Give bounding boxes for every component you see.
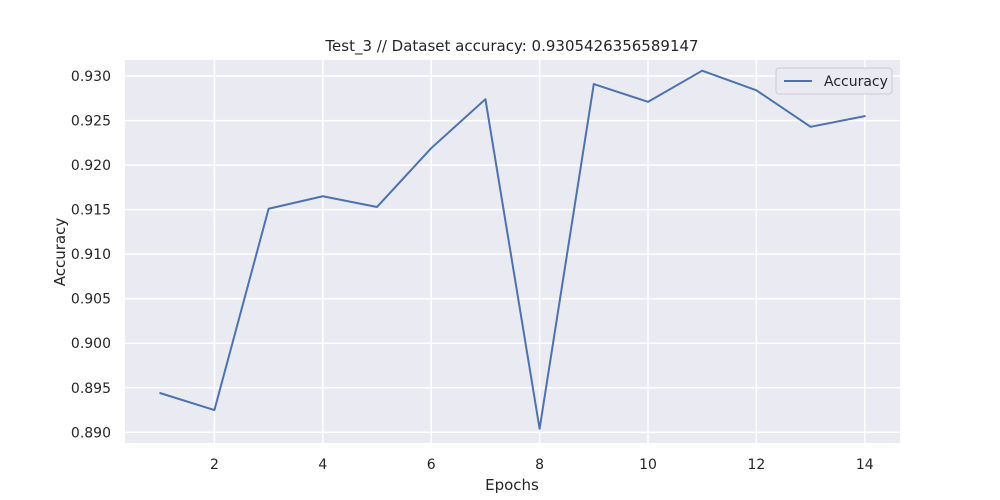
legend: Accuracy (775, 67, 893, 95)
y-tick-label-0.905: 0.905 (71, 292, 111, 308)
x-tick-label-10: 10 (639, 457, 657, 473)
x-tick-label-4: 4 (318, 457, 327, 473)
y-axis-tick-labels: 0.890 0.895 0.900 0.905 0.910 0.915 0.920 0.925… (71, 69, 111, 441)
chart-title: Test_3 // Dataset accuracy: 0.9305426356… (324, 37, 698, 56)
y-tick-label-0.900: 0.900 (71, 336, 111, 352)
x-tick-label-2: 2 (210, 457, 219, 473)
x-axis-tick-labels: 2 4 6 8 10 12 14 (210, 457, 874, 473)
y-axis-title: Accuracy (51, 218, 69, 287)
x-tick-label-8: 8 (535, 457, 544, 473)
x-axis-title: Epochs (485, 476, 539, 494)
y-tick-label-0.920: 0.920 (71, 158, 111, 174)
series-line-layer (159, 69, 866, 430)
y-tick-label-0.915: 0.915 (71, 203, 111, 219)
y-tick-label-0.910: 0.910 (71, 247, 111, 263)
y-tick-label-0.890: 0.890 (71, 425, 111, 441)
y-tick-label-0.895: 0.895 (71, 381, 111, 397)
plot-area-background (125, 60, 900, 443)
series-line-accuracy (159, 69, 866, 430)
y-tick-label-0.930: 0.930 (71, 69, 111, 85)
y-tick-label-0.925: 0.925 (71, 114, 111, 130)
grid-lines (125, 60, 900, 443)
x-tick-label-12: 12 (747, 457, 765, 473)
x-tick-label-6: 6 (427, 457, 436, 473)
legend-box (775, 67, 893, 95)
legend-series-label: Accuracy (824, 74, 888, 90)
x-tick-label-14: 14 (856, 457, 874, 473)
